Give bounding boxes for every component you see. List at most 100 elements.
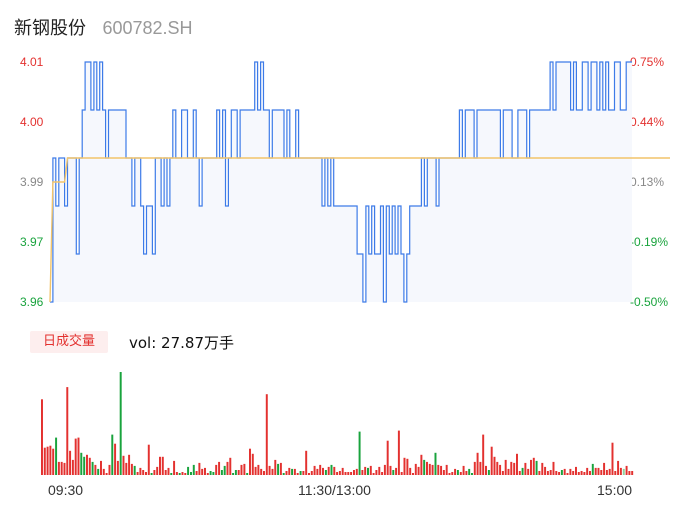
volume-bar <box>234 470 237 475</box>
volume-bar <box>459 472 462 475</box>
volume-bar <box>504 459 507 475</box>
volume-bar <box>423 459 426 475</box>
volume-bar <box>369 465 372 475</box>
volume-bar <box>60 461 63 475</box>
volume-bar <box>591 463 594 475</box>
volume-bar <box>552 461 555 475</box>
volume-bar <box>572 471 575 475</box>
volume-bar <box>364 466 367 475</box>
volume-bar <box>409 467 412 475</box>
volume-bar <box>145 472 147 475</box>
volume-bar <box>322 467 324 475</box>
volume-bar <box>128 454 131 475</box>
volume-bar <box>249 448 251 475</box>
volume-bar <box>212 472 215 475</box>
volume-bar <box>485 465 487 475</box>
volume-bar <box>527 468 530 475</box>
volume-bar <box>355 468 358 475</box>
y-left-label: 3.99 <box>20 175 44 189</box>
volume-bar <box>372 473 375 475</box>
volume-bar <box>94 464 97 475</box>
volume-bar <box>619 467 622 475</box>
volume-bar <box>74 438 77 475</box>
volume-bar <box>496 461 499 475</box>
x-tick-label-close: 15:00 <box>597 482 633 498</box>
volume-bar <box>392 470 395 475</box>
volume-bar <box>471 473 473 475</box>
volume-bar <box>161 456 164 475</box>
volume-tab[interactable]: 日成交量 <box>30 331 108 353</box>
stock-code: 600782.SH <box>102 18 193 38</box>
volume-bar <box>513 462 516 475</box>
volume-bar <box>597 467 600 475</box>
volume-bar <box>243 463 246 475</box>
volume-bar <box>156 466 159 475</box>
volume-bar <box>490 446 493 475</box>
volume-bar <box>560 470 563 475</box>
volume-bar <box>563 468 566 475</box>
volume-bar <box>237 470 240 475</box>
volume-bar <box>327 466 330 475</box>
volume-bar <box>86 454 88 475</box>
volume-bar <box>350 472 353 475</box>
volume-bar <box>628 471 631 475</box>
volume-bar <box>473 461 476 475</box>
y-right-label: -0.50% <box>630 295 669 309</box>
volume-bar <box>442 470 445 475</box>
volume-bar <box>111 434 114 475</box>
volume-bar <box>316 468 319 475</box>
volume-bar <box>575 466 577 475</box>
volume-bar <box>400 472 403 475</box>
volume-bar <box>544 466 547 475</box>
price-area-fill <box>50 62 632 302</box>
volume-bar <box>549 470 552 475</box>
volume-bar <box>229 457 232 475</box>
y-left-label: 3.97 <box>20 235 44 249</box>
volume-bar <box>310 471 313 475</box>
volume-bar <box>338 471 341 475</box>
volume-bar <box>257 464 260 475</box>
volume-bar <box>521 467 524 475</box>
volume-bar <box>102 468 105 475</box>
volume-bar <box>80 452 83 475</box>
y-right-label: 0.75% <box>630 55 665 69</box>
volume-bar <box>274 459 277 475</box>
volume-bar <box>46 446 49 475</box>
volume-bar <box>223 465 226 475</box>
volume-bar <box>153 470 156 475</box>
volume-bar <box>271 468 274 475</box>
volume-bar <box>535 460 538 475</box>
volume-bar <box>136 472 139 475</box>
volume-bar <box>530 459 532 475</box>
volume-bar <box>63 462 66 475</box>
volume-bar <box>175 472 178 475</box>
volume-bar <box>454 468 457 475</box>
volume-bar <box>361 470 364 475</box>
volume-bar <box>412 473 414 475</box>
volume-bar <box>251 453 254 475</box>
volume-bar <box>605 470 608 475</box>
volume-bar <box>288 467 291 475</box>
volume-bar <box>49 445 52 475</box>
volume-bar <box>589 471 591 475</box>
volume-bar <box>381 472 384 475</box>
y-left-label: 4.00 <box>20 115 44 129</box>
volume-bar <box>88 457 91 475</box>
volume-bar <box>184 473 187 475</box>
volume-bar <box>77 437 80 475</box>
volume-bar <box>434 452 437 475</box>
volume-bar <box>437 464 440 475</box>
volume-bar <box>116 460 119 475</box>
volume-bar <box>57 461 60 475</box>
volume-bar <box>347 472 350 475</box>
volume-bar <box>600 470 603 475</box>
stock-header: 新钢股份 600782.SH <box>14 14 193 39</box>
volume-bar <box>133 465 136 475</box>
volume-bar <box>204 467 206 475</box>
volume-bar <box>622 468 625 475</box>
volume-bar <box>218 461 221 475</box>
volume-bar <box>296 473 299 475</box>
volume-bar <box>260 468 263 475</box>
price-chart <box>49 61 670 303</box>
volume-bar <box>232 473 235 475</box>
